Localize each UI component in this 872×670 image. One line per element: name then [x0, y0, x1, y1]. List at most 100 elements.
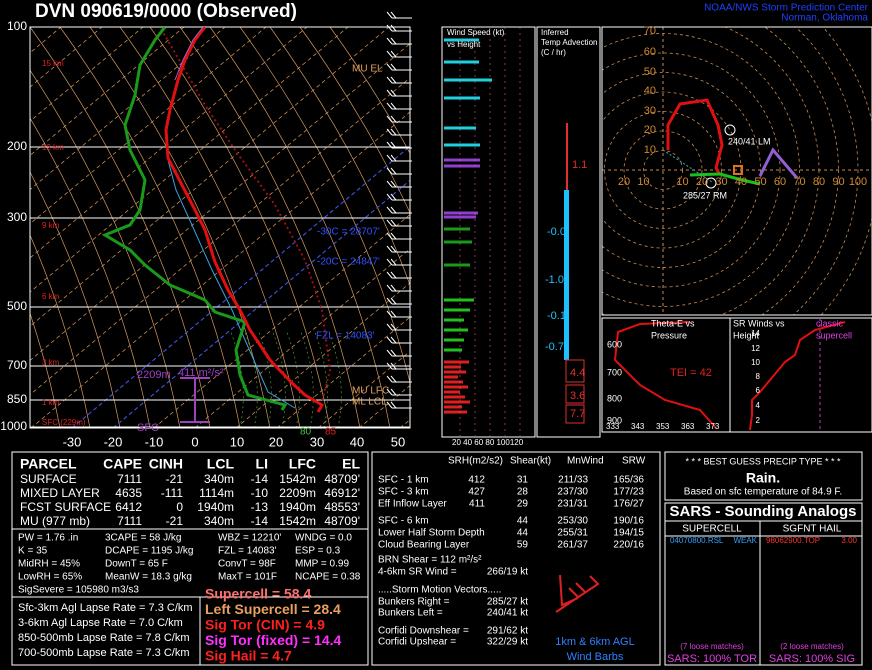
skewt-profiles: [101, 27, 332, 423]
barb-flag: [386, 102, 393, 110]
temperature-trace: [164, 27, 325, 413]
label: .....Storm Motion Vectors.....: [378, 585, 501, 596]
ring-label: 90: [832, 176, 844, 188]
pressure-label: 200: [7, 139, 27, 153]
barb-flag: [386, 349, 393, 357]
label: Inferred: [541, 28, 569, 37]
lapse-rate: 3-6km Agl Lapse Rate = 7.0 C/km: [18, 617, 183, 629]
table-cell: 59: [517, 540, 529, 551]
temp-label: 0: [191, 434, 198, 449]
advection-value: -0.1: [547, 310, 566, 322]
parcel-trace: [159, 27, 332, 411]
speed-bar: [444, 385, 468, 389]
barb-flag: [390, 310, 397, 318]
param: DownT = 65 F: [105, 559, 168, 570]
dry-adiabat: [239, 27, 410, 385]
table-cell: 28: [517, 487, 529, 498]
graphic: [555, 575, 600, 613]
ring-label: 80: [813, 176, 825, 188]
label: Norman, Oklahoma: [781, 13, 868, 24]
label: Rain.: [746, 470, 780, 486]
table-cell: 1542m: [279, 472, 316, 486]
label: Bunkers Left =: [378, 608, 443, 619]
dry-adiabat: [269, 27, 410, 287]
barb-flag: [386, 180, 393, 188]
table-cell: -21: [166, 514, 184, 528]
param: PW = 1.76 .in: [18, 533, 78, 544]
barb-flag: [390, 141, 397, 149]
barb-flag: [386, 297, 393, 305]
advection-value: -0.7: [545, 341, 564, 353]
barb-flag: [390, 284, 397, 292]
table-cell: -14: [251, 472, 269, 486]
param: NCAPE = 0.38: [295, 572, 361, 583]
temp-label: -30: [63, 434, 82, 449]
hodograph-grid: [602, 27, 872, 315]
barb-flag: [386, 219, 393, 227]
label: Pressure: [651, 330, 687, 340]
barb-flag: [390, 401, 397, 409]
label: SGFNT HAIL: [783, 524, 842, 535]
hodo-green: [689, 172, 761, 186]
advection-frame: [536, 26, 601, 438]
barb-flag: [386, 128, 393, 136]
axis-label: 353: [656, 422, 670, 431]
height-label: 9 km: [42, 221, 60, 230]
hodograph-trace: [662, 98, 799, 189]
barb-flag: [386, 167, 393, 175]
isotherm: [30, 27, 144, 122]
barb-flag: [386, 76, 393, 84]
ring-label: 100: [849, 176, 867, 188]
temp-label: -20: [104, 434, 123, 449]
param: LowRH = 65%: [18, 572, 82, 583]
table-cell: -10: [251, 486, 269, 500]
table-cell: 4635: [115, 486, 142, 500]
ring-label: 10: [676, 176, 688, 188]
ring-label: 70: [644, 25, 656, 37]
axis-label: 12: [751, 344, 760, 353]
speed-bar: [444, 405, 462, 409]
speed-bar: [444, 348, 462, 352]
table-cell: 255/31: [557, 528, 588, 539]
moist-adiabat: [285, 329, 300, 428]
table-cell: 46912': [324, 486, 360, 500]
barb-flag: [386, 50, 393, 58]
isotherm: [30, 27, 390, 327]
sars-box: [664, 502, 863, 666]
speed-bar: [444, 318, 464, 322]
dry-adiabat: [329, 27, 410, 155]
barb-flag: [386, 11, 393, 19]
speed-bar: [444, 143, 480, 147]
label: SigSevere = 105980 m3/s3: [18, 585, 139, 596]
dewpoint-trace: [101, 27, 288, 411]
barb-flag: [390, 115, 397, 123]
speed-bar: [444, 215, 476, 219]
height-label: 15 km: [42, 59, 64, 68]
label: (C / hr): [541, 48, 566, 57]
barb-flag: [386, 24, 393, 32]
advection-box: [565, 384, 585, 404]
index: Sig Hail = 4.7: [205, 648, 292, 664]
annotation: FZL = 14083': [316, 331, 375, 342]
pressure-label: 850: [7, 392, 27, 406]
param: K = 35: [18, 546, 48, 557]
right-mover: [705, 177, 717, 189]
ring-label: 30: [715, 176, 727, 188]
dry-adiabat: [30, 117, 151, 428]
table-header: MnWind: [567, 456, 604, 467]
ring-label: 50: [644, 66, 656, 78]
dry-adiabat: [209, 27, 391, 428]
table-cell: 48709': [324, 514, 360, 528]
table-cell: -111: [161, 486, 184, 500]
table-cell: 1114m: [199, 486, 234, 500]
ring-label: 60: [774, 176, 786, 188]
dry-adiabat: [30, 27, 211, 428]
label: SARS: 100% TOR: [667, 653, 757, 665]
barb-flag: [390, 180, 397, 188]
barb-flag: [386, 401, 393, 409]
wind-speed-bars: [444, 38, 492, 414]
axis-label: 700: [607, 367, 622, 377]
height-label: 1 km: [42, 398, 60, 407]
pressure-label: 300: [7, 210, 27, 224]
